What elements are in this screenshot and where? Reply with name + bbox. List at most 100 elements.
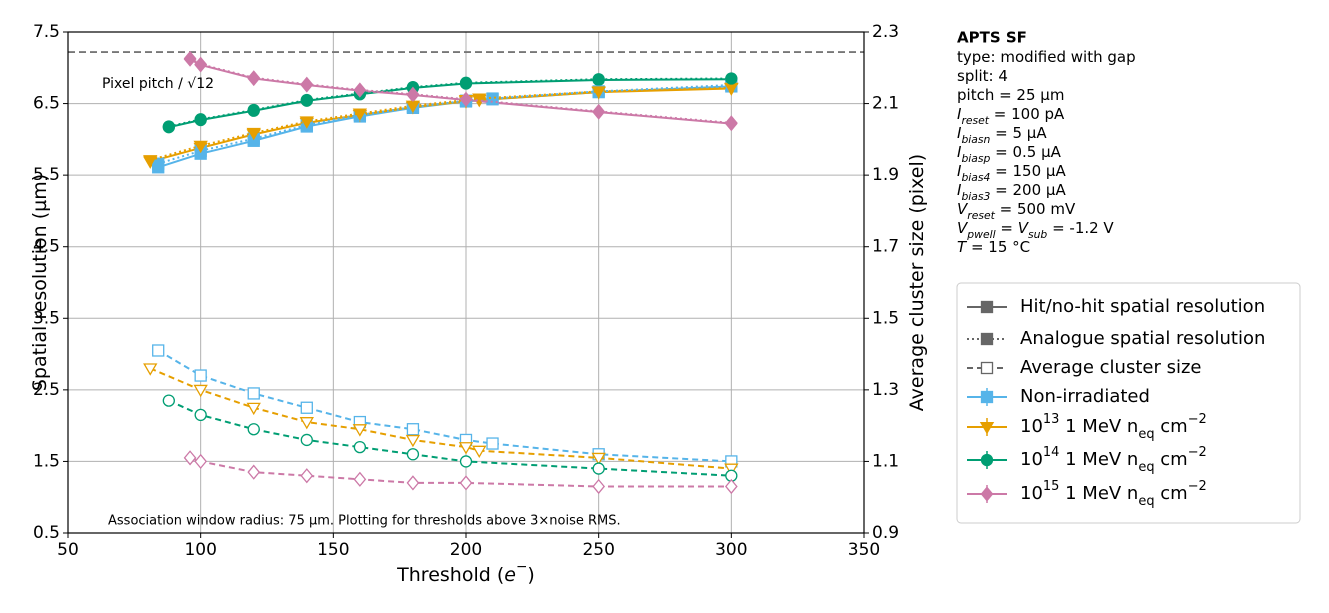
marker: [405, 434, 421, 448]
info-line: Ibiasp = 0.5 µA: [957, 143, 1062, 165]
info-line-part: bias3: [961, 190, 990, 203]
info-line-part: biasp: [961, 152, 990, 165]
info-line: T = 15 °C: [957, 238, 1030, 256]
marker: [152, 344, 165, 357]
x-axis-label-part: −: [516, 559, 527, 575]
legend-label-part: −2: [1188, 412, 1207, 427]
info-line: type: modified with gap: [957, 48, 1136, 66]
marker: [980, 332, 994, 346]
marker: [300, 401, 313, 414]
marker: [194, 453, 208, 470]
marker: [194, 408, 207, 422]
marker: [486, 437, 499, 450]
marker: [194, 369, 207, 382]
y-tick-label: 3.5: [33, 308, 60, 328]
info-title: APTS SF: [957, 29, 1027, 47]
x-tick-label: 350: [848, 540, 880, 560]
y-tick-label: 1.5: [33, 451, 60, 471]
marker: [247, 423, 260, 436]
marker: [352, 424, 368, 437]
marker: [592, 103, 606, 120]
marker: [406, 86, 420, 102]
legend-label-part: cm: [1155, 483, 1188, 504]
marker: [486, 92, 499, 105]
series-line: [168, 77, 732, 128]
marker: [143, 155, 158, 168]
marker: [162, 120, 175, 133]
y-tick-label: 6.5: [33, 94, 60, 114]
legend-label-part: eq: [1138, 494, 1154, 509]
legend-label: 1015 1 MeV neq cm−2: [1020, 479, 1207, 509]
legend-label-part: 10: [1020, 449, 1043, 470]
marker: [459, 475, 473, 491]
footnote: Association window radius: 75 µm. Plotti…: [108, 514, 621, 529]
legend-label-part: eq: [1138, 427, 1154, 442]
marker: [980, 390, 994, 404]
info-line-part: type: modified with gap: [957, 48, 1136, 66]
marker: [300, 433, 313, 447]
marker: [352, 108, 368, 121]
reference-label: Pixel pitch / √12: [102, 76, 214, 92]
legend-label-part: 14: [1043, 445, 1059, 460]
marker: [193, 384, 208, 398]
info-line-part: I: [957, 124, 962, 142]
info-line-part: reset: [961, 114, 989, 127]
info-line-part: bias4: [961, 171, 990, 184]
y-tick-label: 7.5: [33, 22, 60, 42]
marker: [724, 115, 738, 131]
marker: [724, 463, 739, 476]
marker: [246, 127, 261, 141]
info-line-part: = 200 µA: [990, 181, 1066, 199]
x-tick-label: 100: [184, 540, 216, 560]
marker: [247, 387, 260, 400]
x-axis-label: Threshold (e−): [396, 559, 535, 586]
info-line-part: T: [957, 238, 968, 256]
y2-axis-label: Average cluster size (pixel): [906, 154, 928, 411]
y2-tick-label: 1.3: [872, 380, 899, 400]
info-line-part: split: 4: [957, 67, 1008, 85]
marker: [353, 82, 367, 98]
marker: [299, 417, 314, 430]
info-line-part: I: [957, 143, 962, 161]
x-axis-label-part: Threshold (: [396, 564, 504, 586]
marker: [143, 363, 158, 376]
info-line-part: I: [957, 162, 962, 180]
legend-label-part: cm: [1155, 449, 1188, 470]
y-tick-label: 4.5: [33, 237, 60, 257]
legend-label-part: 1 MeV n: [1059, 416, 1138, 437]
marker: [194, 113, 207, 126]
marker: [194, 56, 208, 72]
marker: [247, 464, 261, 480]
marker: [592, 462, 605, 475]
y2-tick-label: 1.1: [872, 451, 899, 471]
series-line: [168, 399, 732, 477]
marker: [979, 421, 995, 435]
marker: [299, 116, 314, 129]
marker: [724, 478, 738, 495]
info-line: split: 4: [957, 67, 1008, 85]
marker: [183, 450, 197, 466]
marker: [472, 445, 487, 459]
legend-label-part: −2: [1188, 479, 1207, 494]
marker: [247, 103, 260, 117]
marker: [406, 475, 420, 491]
info-line-part: = 100 pA: [989, 105, 1065, 123]
info-line-part: = 0.5 µA: [990, 143, 1061, 161]
y-axis-label: Spatial resolution (µm): [29, 174, 51, 391]
legend-label: Analogue spatial resolution: [1020, 328, 1265, 349]
series-line: [157, 349, 732, 463]
marker: [246, 402, 261, 416]
info-line-part: biasn: [961, 133, 990, 146]
legend-label-part: cm: [1155, 416, 1188, 437]
info-line: Ibias3 = 200 µA: [957, 181, 1066, 203]
info-line-part: = -1.2 V: [1047, 219, 1114, 237]
legend-label-part: 15: [1043, 479, 1059, 494]
x-tick-label: 250: [582, 540, 614, 560]
marker: [725, 72, 738, 85]
y2-tick-label: 1.5: [872, 308, 899, 328]
marker: [300, 93, 313, 107]
y2-tick-label: 2.1: [872, 94, 899, 114]
info-line-part: pwell: [966, 228, 995, 241]
info-line: Ibias4 = 150 µA: [957, 162, 1066, 184]
